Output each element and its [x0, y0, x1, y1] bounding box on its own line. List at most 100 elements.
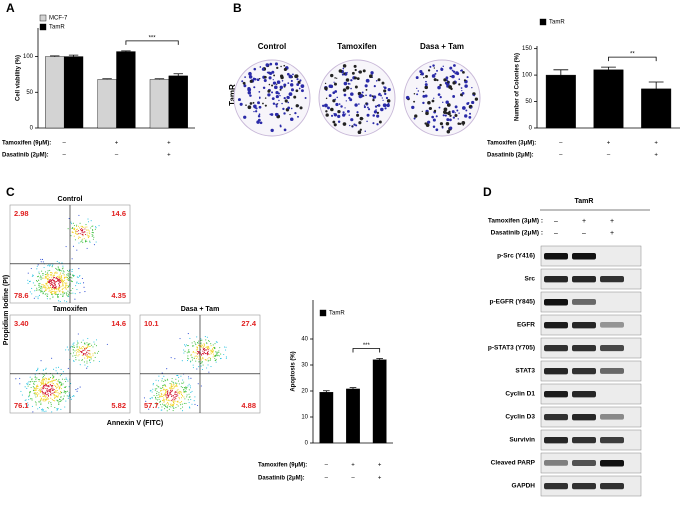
event-dot — [152, 388, 154, 390]
event-dot — [57, 289, 59, 291]
event-dot — [49, 280, 51, 282]
event-dot — [163, 394, 165, 396]
event-dot — [34, 290, 36, 292]
event-dot — [38, 401, 40, 403]
quadrant-value: 78.6 — [14, 291, 29, 300]
event-dot — [43, 284, 45, 287]
event-dot — [185, 345, 187, 347]
colony — [293, 95, 297, 99]
event-dot — [164, 384, 166, 386]
event-dot — [158, 398, 160, 400]
event-dot — [28, 396, 30, 398]
colony — [462, 70, 465, 74]
colony — [354, 103, 358, 107]
event-dot — [60, 408, 62, 410]
event-dot — [73, 345, 75, 347]
y-tick-label: 10 — [301, 415, 308, 421]
event-dot — [91, 234, 93, 236]
event-dot — [178, 397, 180, 399]
event-dot — [63, 271, 65, 273]
event-dot — [158, 375, 160, 377]
event-dot — [77, 230, 80, 232]
event-dot — [43, 385, 45, 387]
colony — [363, 104, 366, 106]
colony — [384, 92, 387, 96]
event-dot — [38, 393, 40, 395]
event-dot — [41, 277, 43, 279]
event-dot — [64, 276, 66, 278]
event-dot — [54, 276, 56, 278]
colony — [372, 95, 377, 99]
event-dot — [200, 342, 202, 344]
colony — [290, 88, 294, 92]
event-dot — [195, 355, 197, 357]
colony — [342, 64, 347, 68]
band — [572, 345, 596, 352]
event-dot — [171, 404, 174, 406]
event-dot — [49, 298, 51, 300]
event-dot — [49, 274, 52, 276]
event-dot — [33, 297, 35, 299]
event-dot — [92, 229, 94, 231]
event-dot — [37, 296, 39, 298]
event-dot — [42, 277, 44, 279]
event-dot — [184, 391, 186, 393]
event-dot — [41, 408, 43, 411]
event-dot — [187, 399, 189, 401]
event-dot — [174, 393, 176, 395]
colony — [342, 111, 345, 114]
event-dot — [173, 397, 175, 399]
quadrant-value: 10.1 — [144, 319, 159, 328]
event-dot — [88, 237, 90, 239]
event-dot — [163, 399, 165, 401]
colony — [432, 64, 435, 67]
event-dot — [187, 376, 190, 378]
event-dot — [60, 373, 63, 375]
event-dot — [203, 344, 206, 346]
event-dot — [212, 353, 214, 355]
event-dot — [206, 342, 208, 345]
event-dot — [195, 349, 197, 351]
colony — [332, 91, 336, 95]
colony — [372, 114, 375, 117]
event-dot — [171, 389, 173, 391]
colony — [361, 91, 364, 94]
event-dot — [209, 353, 211, 355]
colony — [271, 97, 275, 101]
colony — [451, 74, 455, 79]
event-dot — [36, 386, 38, 388]
event-dot — [72, 222, 74, 224]
row-label: TamR — [228, 84, 237, 106]
event-dot — [175, 398, 177, 400]
event-dot — [66, 282, 68, 284]
event-dot — [161, 393, 163, 395]
event-dot — [43, 290, 46, 292]
event-dot — [207, 364, 209, 366]
event-dot — [41, 290, 43, 292]
event-dot — [77, 348, 79, 350]
event-dot — [46, 398, 48, 400]
event-dot — [167, 390, 169, 392]
event-dot — [53, 389, 55, 391]
event-dot — [56, 293, 58, 295]
event-dot — [206, 367, 208, 369]
event-dot — [36, 385, 38, 387]
colony — [271, 70, 275, 74]
event-dot — [75, 389, 77, 391]
colony — [348, 114, 350, 116]
band — [600, 276, 624, 283]
event-dot — [202, 346, 204, 348]
event-dot — [50, 387, 52, 389]
event-dot — [49, 269, 51, 271]
colony — [374, 105, 378, 108]
colony — [443, 78, 447, 82]
colony — [474, 97, 479, 101]
event-dot — [177, 392, 179, 394]
event-dot — [165, 406, 168, 408]
event-dot — [201, 353, 204, 355]
event-dot — [203, 348, 206, 350]
event-dot — [52, 296, 54, 298]
event-dot — [49, 279, 51, 281]
event-dot — [49, 286, 51, 288]
event-dot — [95, 226, 97, 228]
